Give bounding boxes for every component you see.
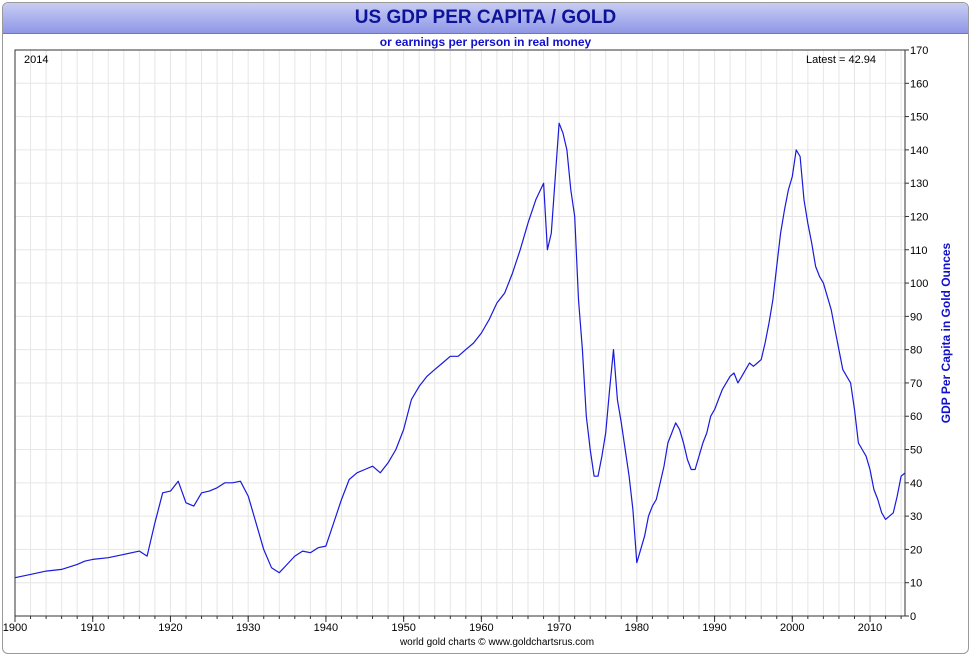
x-tick-label: 1930 [236, 622, 260, 634]
x-tick-label: 1900 [3, 622, 27, 634]
y-tick-label: 110 [910, 245, 928, 257]
y-tick-label: 30 [910, 511, 922, 523]
y-tick-label: 70 [910, 378, 922, 390]
x-tick-label: 1980 [625, 622, 649, 634]
series-layer [14, 122, 906, 579]
series-line [14, 122, 906, 579]
x-tick-label: 1920 [158, 622, 182, 634]
x-tick-label: 1960 [469, 622, 493, 634]
x-tick-label: 1970 [547, 622, 571, 634]
y-tick-label: 80 [910, 345, 922, 357]
y-tick-label: 50 [910, 445, 922, 457]
x-tick-label: 1940 [314, 622, 338, 634]
y-tick-label: 130 [910, 178, 928, 190]
grid-lines [14, 49, 905, 617]
x-tick-label: 1990 [702, 622, 726, 634]
y-tick-label: 60 [910, 411, 922, 423]
y-tick-label: 140 [910, 145, 928, 157]
chart-subtitle: or earnings per person in real money [379, 35, 592, 49]
y-tick-label: 20 [910, 544, 922, 556]
y-tick-label: 0 [910, 611, 916, 623]
y-tick-label: 150 [910, 112, 928, 124]
y-axis: 0 10 20 30 40 50 60 70 80 90 100 110 120 130 140 150 160… [905, 45, 928, 623]
title-bar: US GDP PER CAPITA / GOLD [3, 3, 968, 34]
y-tick-label: 10 [910, 578, 922, 590]
x-tick-label: 1910 [80, 622, 104, 634]
x-axis: 1900 1910 1920 1930 1940 1950 1960 1970 1980 1990… [3, 616, 902, 634]
plot-area [14, 49, 906, 617]
y-tick-label: 100 [910, 278, 928, 290]
x-tick-label: 2010 [858, 622, 882, 634]
chart-title: US GDP PER CAPITA / GOLD [354, 7, 617, 28]
y-axis-label: GDP Per Capita in Gold Ounces [939, 242, 953, 423]
latest-label: Latest = 42.94 [806, 54, 876, 66]
y-tick-label: 120 [910, 211, 928, 223]
y-tick-label: 90 [910, 311, 922, 323]
y-tick-label: 170 [910, 45, 928, 57]
x-tick-label: 1950 [391, 622, 415, 634]
year-label: 2014 [24, 54, 48, 66]
footer-credit: world gold charts © www.goldchartsrus.co… [399, 637, 594, 648]
y-tick-label: 40 [910, 478, 922, 490]
y-tick-label: 160 [910, 78, 928, 90]
x-tick-label: 2000 [780, 622, 804, 634]
